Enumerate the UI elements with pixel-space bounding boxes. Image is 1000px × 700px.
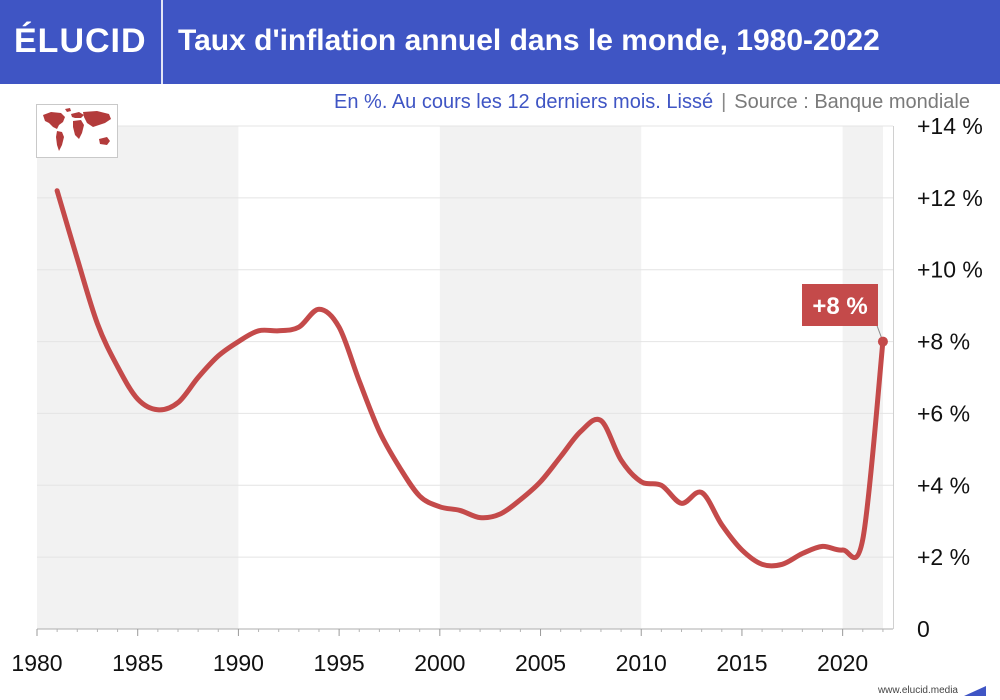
y-tick-label-1: +2 % [917,544,970,570]
y-tick-label-5: +10 % [917,257,983,283]
world-map-icon [36,104,118,158]
x-tick-label-1: 1985 [112,650,163,676]
footer-url[interactable]: www.elucid.media [877,685,958,696]
y-tick-label-3: +6 % [917,400,970,426]
chart-subtitle: En %. Au cours les 12 derniers mois. Lis… [334,88,970,116]
y-tick-label-0: 0 [917,616,930,642]
brand-logo[interactable]: ÉLUCID [14,22,147,60]
series-line-inflation [54,188,886,569]
x-tick-label-3: 1995 [314,650,365,676]
y-tick-label-4: +8 % [917,329,970,355]
x-tick-label-2: 1990 [213,650,264,676]
page-title: Taux d'inflation annuel dans le monde, 1… [178,24,880,57]
x-tick-label-8: 2020 [817,650,868,676]
decade-band-0 [37,126,239,629]
elucid-mark-icon [964,686,986,696]
header-bar: ÉLUCID Taux d'inflation annuel dans le m… [0,0,1000,84]
y-tick-label-2: +4 % [917,472,970,498]
decade-band-1 [439,126,642,629]
point-2022 [877,336,888,347]
x-tick-label-5: 2005 [515,650,566,676]
header-divider [161,0,163,84]
x-tick-label-0: 1980 [11,650,62,676]
subtitle-separator: | [721,91,727,113]
annotation-box [802,284,878,326]
x-tick-label-6: 2010 [616,650,667,676]
chart-description: En %. Au cours les 12 derniers mois. Lis… [334,91,714,113]
y-tick-label-7: +14 % [917,113,983,139]
x-tick-label-7: 2015 [716,650,767,676]
annotation-label: +8 % [812,293,867,320]
y-tick-label-6: +12 % [917,185,983,211]
x-tick-label-4: 2000 [414,650,465,676]
chart-source: Source : Banque mondiale [734,91,970,113]
